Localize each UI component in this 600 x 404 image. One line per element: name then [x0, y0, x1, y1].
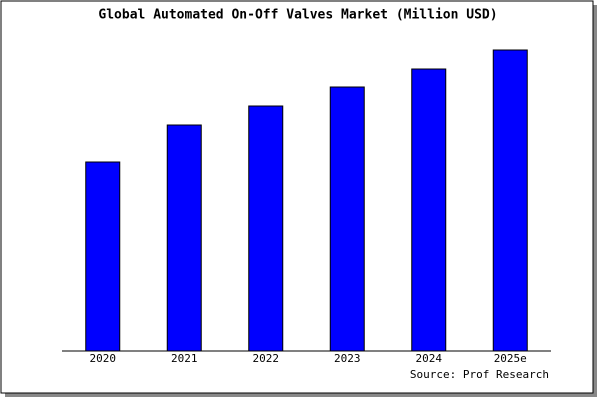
- x-tick-label: 2024: [416, 352, 443, 365]
- x-tick-label: 2025e: [494, 352, 527, 365]
- chart-title: Global Automated On-Off Valves Market (M…: [98, 8, 497, 23]
- source-note: Source: Prof Research: [410, 368, 549, 381]
- x-tick-label: 2021: [171, 352, 198, 365]
- x-tick-label: 2020: [90, 352, 117, 365]
- bar: [492, 49, 528, 352]
- bar: [166, 124, 202, 352]
- x-tick-label: 2022: [253, 352, 280, 365]
- x-tick-label: 2023: [334, 352, 361, 365]
- bar: [248, 105, 284, 352]
- bar: [329, 86, 365, 352]
- bar: [85, 161, 121, 352]
- bar: [411, 68, 447, 352]
